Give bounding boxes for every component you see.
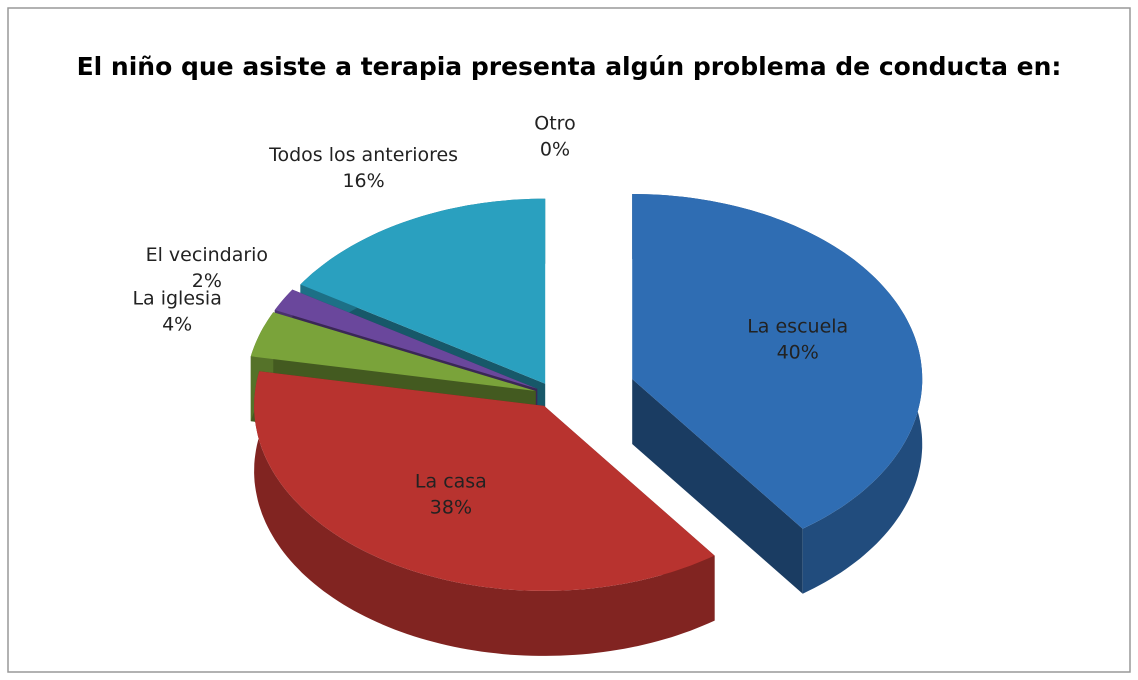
- slice-category: El vecindario: [146, 244, 268, 266]
- slice-value: 40%: [777, 342, 819, 364]
- slice-value: 0%: [540, 139, 570, 161]
- slice-label: La casa 38%: [415, 471, 487, 519]
- slice-value: 16%: [342, 170, 384, 192]
- pie-slice: [632, 194, 923, 529]
- pie-slice: [300, 198, 546, 384]
- slice-label: La escuela 40%: [747, 316, 848, 364]
- slice-value: 4%: [162, 314, 192, 336]
- slice-label: La iglesia 4%: [132, 288, 221, 336]
- slice-label: El vecindario 2%: [146, 244, 268, 292]
- slice-category: La escuela: [747, 316, 848, 338]
- slice-value: 2%: [192, 270, 222, 292]
- pie-slice: [254, 371, 715, 591]
- pie-slice-wall: [254, 371, 715, 656]
- slice-category: La iglesia: [132, 288, 221, 310]
- slice-label: Todos los anteriores 16%: [268, 144, 458, 192]
- slice-label: Otro 0%: [534, 113, 575, 161]
- pie-slice-side: [632, 379, 803, 594]
- pie-slice: [250, 312, 536, 391]
- pie-slice: [274, 289, 538, 389]
- slice-category: La casa: [415, 471, 487, 493]
- slice-category: Otro: [534, 113, 575, 135]
- slice-category: Todos los anteriores: [268, 144, 458, 166]
- slice-value: 38%: [430, 497, 472, 519]
- chart-title: El niño que asiste a terapia presenta al…: [77, 52, 1062, 81]
